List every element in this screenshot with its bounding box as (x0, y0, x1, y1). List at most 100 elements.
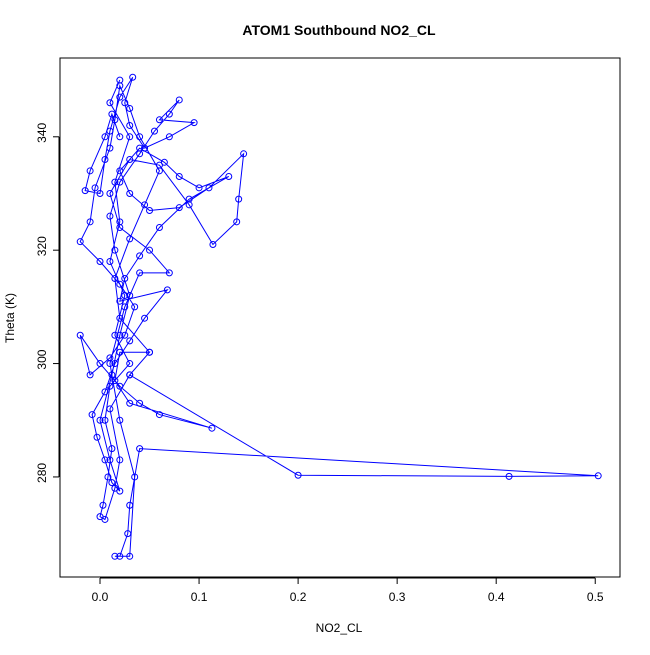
data-point (126, 360, 134, 368)
data-point (76, 331, 84, 339)
x-axis-label: NO2_CL (316, 621, 363, 635)
data-line (79, 77, 599, 557)
data-point (111, 360, 119, 368)
data-point (106, 405, 114, 413)
data-point (101, 456, 109, 464)
data-point (86, 167, 94, 175)
data-point (208, 424, 216, 432)
data-point (111, 178, 119, 186)
data-point (175, 172, 183, 180)
data-point (116, 456, 124, 464)
data-point (116, 224, 124, 232)
data-point (146, 348, 154, 356)
data-point (106, 360, 114, 368)
data-point (126, 292, 134, 300)
data-point (101, 515, 109, 523)
data-point (205, 184, 213, 192)
data-point (141, 144, 149, 152)
data-point (96, 258, 104, 266)
y-tick-label: 280 (35, 463, 49, 483)
data-point (116, 297, 124, 305)
y-tick-label: 320 (35, 236, 49, 256)
data-point (209, 241, 217, 249)
data-point (165, 133, 173, 141)
data-point (175, 96, 183, 104)
data-point (116, 382, 124, 390)
data-point (108, 110, 116, 118)
data-point (160, 158, 168, 166)
data-point (136, 150, 144, 158)
data-point (106, 127, 114, 135)
data-point (163, 286, 171, 294)
data-point (131, 303, 139, 311)
data-point (101, 388, 109, 396)
data-point (141, 314, 149, 322)
data-point (121, 275, 129, 283)
x-tick-label: 0.3 (389, 590, 406, 604)
data-point (121, 292, 129, 300)
y-axis-label: Theta (K) (3, 293, 17, 343)
data-point (124, 530, 132, 538)
data-point (155, 116, 163, 124)
x-tick-label: 0.5 (587, 590, 604, 604)
data-point (121, 99, 129, 107)
data-point (116, 82, 124, 90)
data-point (129, 73, 137, 81)
data-point (126, 155, 134, 163)
data-point (111, 275, 119, 283)
data-point (111, 331, 119, 339)
data-point (190, 119, 198, 127)
data-point (116, 348, 124, 356)
data-point (101, 155, 109, 163)
data-point (86, 218, 94, 226)
data-point (106, 144, 114, 152)
data-point (195, 184, 203, 192)
data-point (116, 416, 124, 424)
data-point (91, 184, 99, 192)
x-tick-label: 0.0 (92, 590, 109, 604)
data-point (225, 172, 233, 180)
data-point (116, 280, 124, 288)
data-point (126, 104, 134, 112)
data-point (108, 479, 116, 487)
data-point (104, 473, 112, 481)
data-point (86, 371, 94, 379)
data-point (106, 456, 114, 464)
data-point (126, 501, 134, 509)
data-point (175, 204, 183, 212)
data-point (121, 331, 129, 339)
data-point (136, 133, 144, 141)
data-point (136, 399, 144, 407)
data-point (106, 382, 114, 390)
data-point (233, 218, 241, 226)
data-point (155, 411, 163, 419)
data-point (136, 445, 144, 453)
data-point (126, 235, 134, 243)
y-tick-label: 340 (35, 122, 49, 142)
data-point (101, 416, 109, 424)
data-point (99, 501, 107, 509)
data-point (126, 337, 134, 345)
data-point (165, 110, 173, 118)
data-point (240, 150, 248, 158)
data-point (116, 167, 124, 175)
data-point (106, 258, 114, 266)
data-point (146, 246, 154, 254)
data-point (165, 269, 173, 277)
data-point (111, 552, 119, 560)
data-point (155, 224, 163, 232)
data-point (101, 133, 109, 141)
data-point (108, 445, 116, 453)
data-point (136, 252, 144, 260)
data-point (111, 377, 119, 385)
data-point (111, 116, 119, 124)
data-point (126, 552, 134, 560)
data-point (108, 371, 116, 379)
data-point (116, 178, 124, 186)
y-tick-label: 300 (35, 349, 49, 369)
data-point (146, 206, 154, 214)
data-point (116, 314, 124, 322)
data-point (185, 195, 193, 203)
